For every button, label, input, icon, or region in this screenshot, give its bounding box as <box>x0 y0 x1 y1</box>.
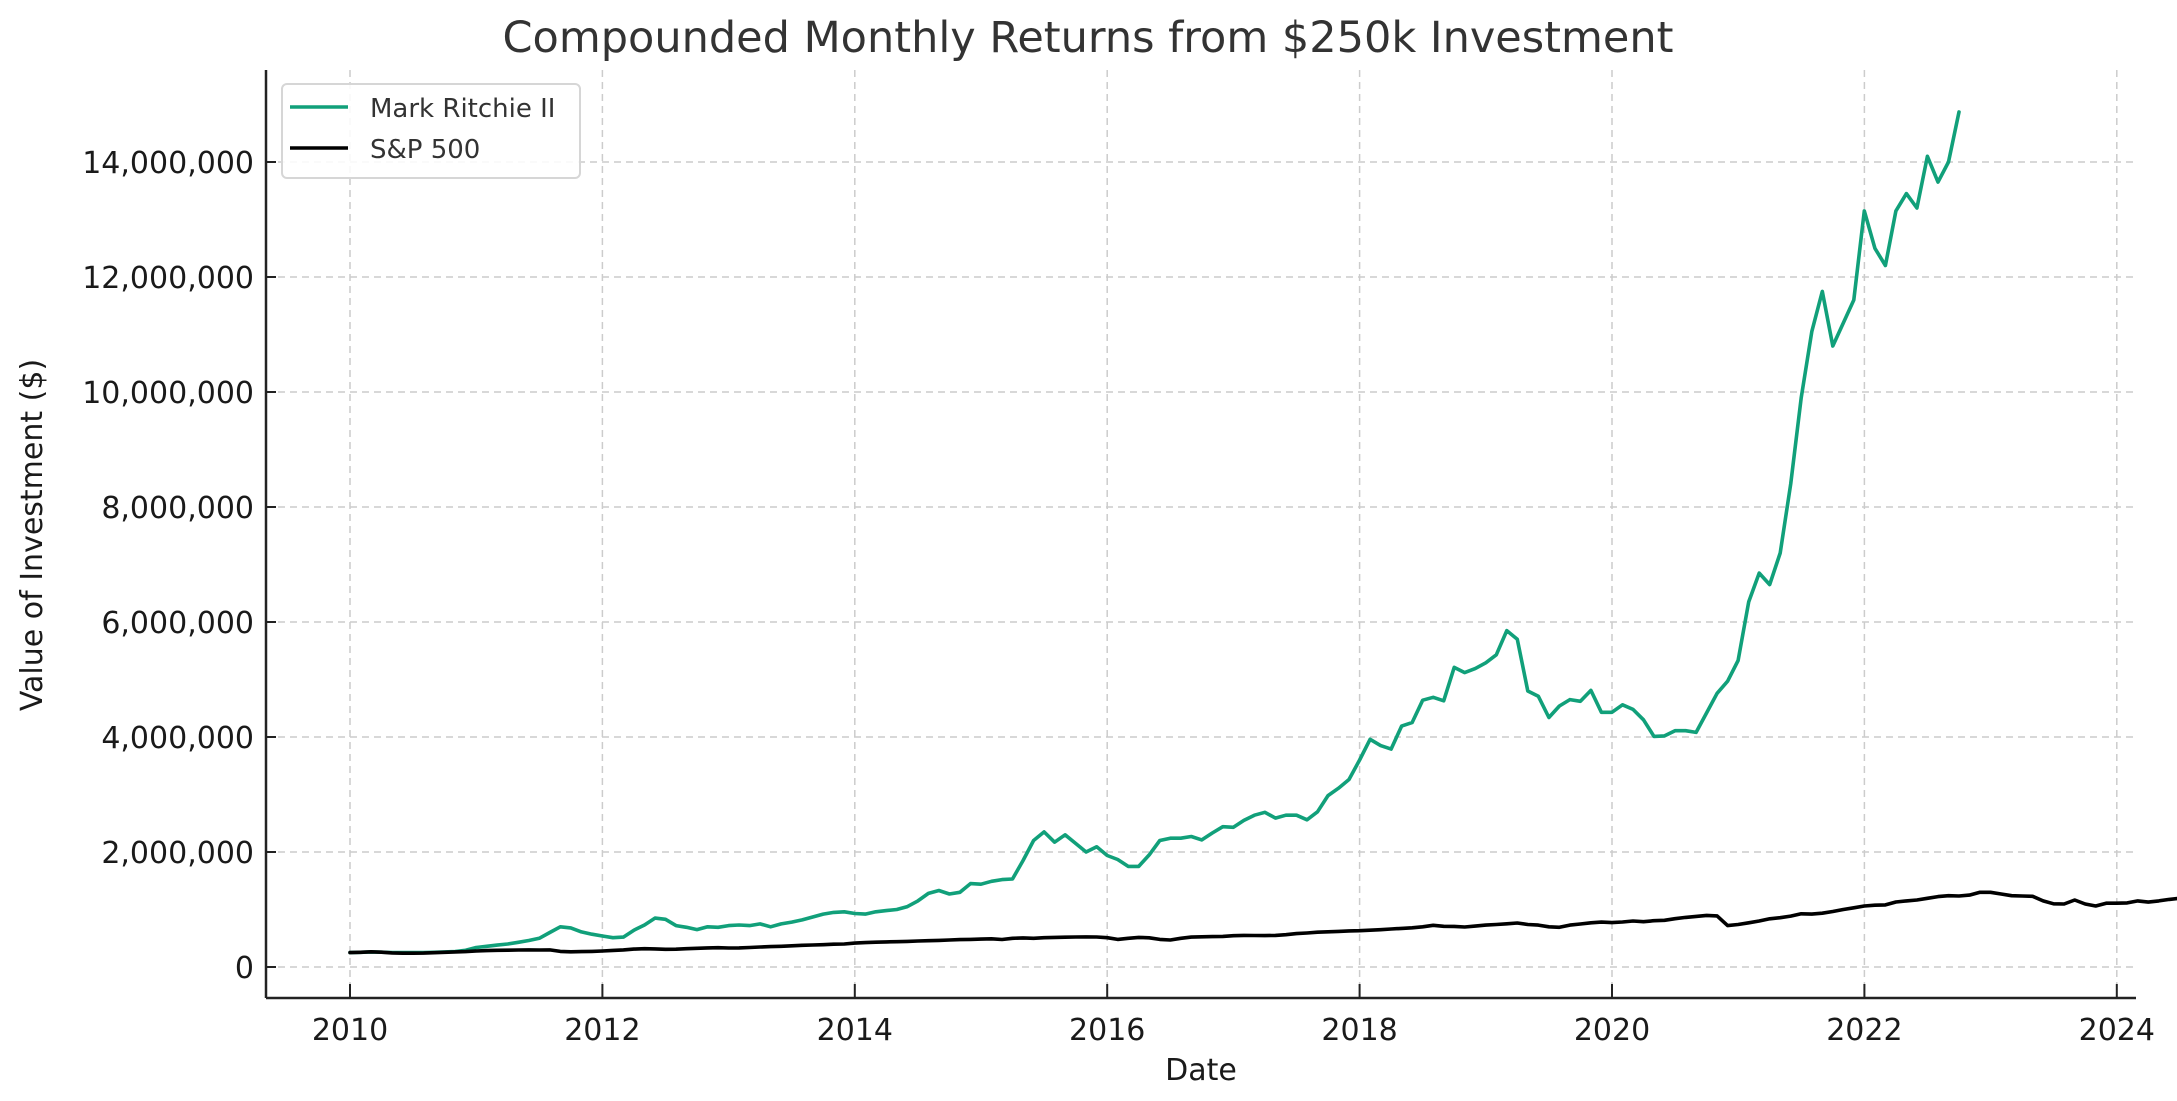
series-line-sp500 <box>348 890 2177 956</box>
y-axis-ticks: 0 2,000,000 4,000,000 6,000,000 8,000,000 10,… <box>82 146 276 986</box>
series-line-mark-ritchie <box>348 110 1961 955</box>
grid-lines <box>266 70 2136 998</box>
x-tick-label: 2024 <box>2079 1013 2155 1048</box>
y-tick-label: 2,000,000 <box>101 836 254 871</box>
y-tick-label: 12,000,000 <box>82 261 254 296</box>
x-tick-label: 2010 <box>312 1013 388 1048</box>
x-tick-label: 2016 <box>1069 1013 1145 1048</box>
x-axis-label: Date <box>1165 1053 1237 1088</box>
legend-label-mark-ritchie: Mark Ritchie II <box>370 94 555 124</box>
chart-title: Compounded Monthly Returns from $250k In… <box>503 13 1674 63</box>
y-tick-label: 0 <box>235 951 254 986</box>
legend-label-sp500: S&P 500 <box>370 135 480 165</box>
x-tick-label: 2022 <box>1826 1013 1902 1048</box>
x-axis-ticks: 2010 2012 2014 2016 2018 2020 2022 2024 <box>312 984 2155 1048</box>
y-axis-label: Value of Investment ($) <box>15 359 50 711</box>
x-tick-label: 2012 <box>564 1013 640 1048</box>
y-tick-label: 14,000,000 <box>82 146 254 181</box>
x-tick-label: 2020 <box>1574 1013 1650 1048</box>
y-tick-label: 10,000,000 <box>82 376 254 411</box>
y-tick-label: 8,000,000 <box>101 491 254 526</box>
y-tick-label: 6,000,000 <box>101 606 254 641</box>
x-tick-label: 2018 <box>1321 1013 1397 1048</box>
data-series <box>348 110 2177 956</box>
x-tick-label: 2014 <box>817 1013 893 1048</box>
y-tick-label: 4,000,000 <box>101 721 254 756</box>
legend: Mark Ritchie II S&P 500 <box>281 83 581 179</box>
